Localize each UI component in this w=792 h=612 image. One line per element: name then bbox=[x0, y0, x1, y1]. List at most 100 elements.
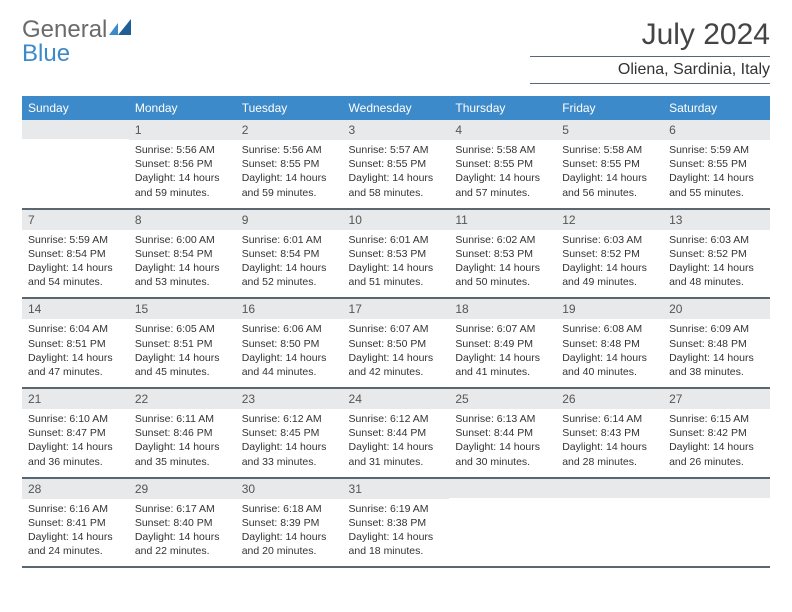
logo-text-blue: Blue bbox=[22, 40, 70, 67]
sunset-text: Sunset: 8:43 PM bbox=[562, 426, 657, 440]
sunrise-text: Sunrise: 6:17 AM bbox=[135, 502, 230, 516]
daylight-text: Daylight: 14 hours and 31 minutes. bbox=[349, 440, 444, 468]
day-details: Sunrise: 6:08 AMSunset: 8:48 PMDaylight:… bbox=[556, 319, 663, 387]
sunrise-text: Sunrise: 6:01 AM bbox=[242, 233, 337, 247]
calendar-day-cell: 14Sunrise: 6:04 AMSunset: 8:51 PMDayligh… bbox=[22, 298, 129, 388]
calendar-day-cell bbox=[556, 478, 663, 568]
sunset-text: Sunset: 8:42 PM bbox=[669, 426, 764, 440]
sunrise-text: Sunrise: 6:19 AM bbox=[349, 502, 444, 516]
calendar-day-cell: 15Sunrise: 6:05 AMSunset: 8:51 PMDayligh… bbox=[129, 298, 236, 388]
sunrise-text: Sunrise: 5:58 AM bbox=[562, 143, 657, 157]
sunset-text: Sunset: 8:51 PM bbox=[135, 337, 230, 351]
sunrise-text: Sunrise: 6:13 AM bbox=[455, 412, 550, 426]
sunset-text: Sunset: 8:38 PM bbox=[349, 516, 444, 530]
daylight-text: Daylight: 14 hours and 36 minutes. bbox=[28, 440, 123, 468]
day-number: 2 bbox=[236, 120, 343, 140]
daylight-text: Daylight: 14 hours and 28 minutes. bbox=[562, 440, 657, 468]
sunrise-text: Sunrise: 6:01 AM bbox=[349, 233, 444, 247]
calendar-day-cell: 18Sunrise: 6:07 AMSunset: 8:49 PMDayligh… bbox=[449, 298, 556, 388]
calendar-day-cell: 10Sunrise: 6:01 AMSunset: 8:53 PMDayligh… bbox=[343, 209, 450, 299]
sunrise-text: Sunrise: 6:03 AM bbox=[562, 233, 657, 247]
sunrise-text: Sunrise: 5:57 AM bbox=[349, 143, 444, 157]
day-details: Sunrise: 5:59 AMSunset: 8:54 PMDaylight:… bbox=[22, 230, 129, 298]
day-number bbox=[556, 479, 663, 498]
logo-text-general: General bbox=[22, 18, 107, 42]
day-number: 11 bbox=[449, 210, 556, 230]
daylight-text: Daylight: 14 hours and 50 minutes. bbox=[455, 261, 550, 289]
calendar-day-cell: 5Sunrise: 5:58 AMSunset: 8:55 PMDaylight… bbox=[556, 120, 663, 209]
sunrise-text: Sunrise: 6:11 AM bbox=[135, 412, 230, 426]
sunrise-text: Sunrise: 6:06 AM bbox=[242, 322, 337, 336]
sunrise-text: Sunrise: 6:02 AM bbox=[455, 233, 550, 247]
day-details bbox=[449, 498, 556, 556]
day-number: 3 bbox=[343, 120, 450, 140]
daylight-text: Daylight: 14 hours and 18 minutes. bbox=[349, 530, 444, 558]
sunrise-text: Sunrise: 6:16 AM bbox=[28, 502, 123, 516]
daylight-text: Daylight: 14 hours and 57 minutes. bbox=[455, 171, 550, 199]
sunset-text: Sunset: 8:47 PM bbox=[28, 426, 123, 440]
day-details: Sunrise: 6:06 AMSunset: 8:50 PMDaylight:… bbox=[236, 319, 343, 387]
calendar-day-cell: 9Sunrise: 6:01 AMSunset: 8:54 PMDaylight… bbox=[236, 209, 343, 299]
day-number: 6 bbox=[663, 120, 770, 140]
calendar-day-cell: 29Sunrise: 6:17 AMSunset: 8:40 PMDayligh… bbox=[129, 478, 236, 568]
header: GeneralBlue July 2024 Oliena, Sardinia, … bbox=[22, 18, 770, 84]
sunrise-text: Sunrise: 6:04 AM bbox=[28, 322, 123, 336]
sunrise-text: Sunrise: 5:59 AM bbox=[669, 143, 764, 157]
day-number: 17 bbox=[343, 299, 450, 319]
calendar-day-cell: 12Sunrise: 6:03 AMSunset: 8:52 PMDayligh… bbox=[556, 209, 663, 299]
sunset-text: Sunset: 8:54 PM bbox=[28, 247, 123, 261]
day-details: Sunrise: 6:01 AMSunset: 8:53 PMDaylight:… bbox=[343, 230, 450, 298]
sunset-text: Sunset: 8:53 PM bbox=[349, 247, 444, 261]
day-number bbox=[663, 479, 770, 498]
calendar-day-cell: 4Sunrise: 5:58 AMSunset: 8:55 PMDaylight… bbox=[449, 120, 556, 209]
day-details: Sunrise: 6:19 AMSunset: 8:38 PMDaylight:… bbox=[343, 499, 450, 567]
day-details: Sunrise: 6:14 AMSunset: 8:43 PMDaylight:… bbox=[556, 409, 663, 477]
sunset-text: Sunset: 8:48 PM bbox=[669, 337, 764, 351]
calendar-day-cell: 6Sunrise: 5:59 AMSunset: 8:55 PMDaylight… bbox=[663, 120, 770, 209]
day-details: Sunrise: 6:01 AMSunset: 8:54 PMDaylight:… bbox=[236, 230, 343, 298]
day-number: 8 bbox=[129, 210, 236, 230]
day-details: Sunrise: 5:58 AMSunset: 8:55 PMDaylight:… bbox=[449, 140, 556, 208]
daylight-text: Daylight: 14 hours and 47 minutes. bbox=[28, 351, 123, 379]
daylight-text: Daylight: 14 hours and 30 minutes. bbox=[455, 440, 550, 468]
day-number: 22 bbox=[129, 389, 236, 409]
sunrise-text: Sunrise: 6:03 AM bbox=[669, 233, 764, 247]
daylight-text: Daylight: 14 hours and 35 minutes. bbox=[135, 440, 230, 468]
calendar-day-cell: 28Sunrise: 6:16 AMSunset: 8:41 PMDayligh… bbox=[22, 478, 129, 568]
daylight-text: Daylight: 14 hours and 24 minutes. bbox=[28, 530, 123, 558]
calendar-week-row: 7Sunrise: 5:59 AMSunset: 8:54 PMDaylight… bbox=[22, 209, 770, 299]
daylight-text: Daylight: 14 hours and 58 minutes. bbox=[349, 171, 444, 199]
daylight-text: Daylight: 14 hours and 49 minutes. bbox=[562, 261, 657, 289]
calendar-day-cell: 26Sunrise: 6:14 AMSunset: 8:43 PMDayligh… bbox=[556, 388, 663, 478]
calendar-day-cell: 21Sunrise: 6:10 AMSunset: 8:47 PMDayligh… bbox=[22, 388, 129, 478]
day-details: Sunrise: 5:57 AMSunset: 8:55 PMDaylight:… bbox=[343, 140, 450, 208]
day-details: Sunrise: 6:15 AMSunset: 8:42 PMDaylight:… bbox=[663, 409, 770, 477]
calendar-day-cell bbox=[449, 478, 556, 568]
calendar-day-cell: 30Sunrise: 6:18 AMSunset: 8:39 PMDayligh… bbox=[236, 478, 343, 568]
weekday-header: Saturday bbox=[663, 96, 770, 120]
sunrise-text: Sunrise: 6:08 AM bbox=[562, 322, 657, 336]
sunset-text: Sunset: 8:51 PM bbox=[28, 337, 123, 351]
sunset-text: Sunset: 8:52 PM bbox=[669, 247, 764, 261]
daylight-text: Daylight: 14 hours and 51 minutes. bbox=[349, 261, 444, 289]
day-number: 24 bbox=[343, 389, 450, 409]
sunrise-text: Sunrise: 6:05 AM bbox=[135, 322, 230, 336]
day-number: 28 bbox=[22, 479, 129, 499]
day-details: Sunrise: 5:56 AMSunset: 8:55 PMDaylight:… bbox=[236, 140, 343, 208]
day-number: 20 bbox=[663, 299, 770, 319]
sunset-text: Sunset: 8:55 PM bbox=[562, 157, 657, 171]
day-details: Sunrise: 6:11 AMSunset: 8:46 PMDaylight:… bbox=[129, 409, 236, 477]
day-details: Sunrise: 5:59 AMSunset: 8:55 PMDaylight:… bbox=[663, 140, 770, 208]
sunset-text: Sunset: 8:49 PM bbox=[455, 337, 550, 351]
calendar-day-cell: 1Sunrise: 5:56 AMSunset: 8:56 PMDaylight… bbox=[129, 120, 236, 209]
day-details: Sunrise: 6:10 AMSunset: 8:47 PMDaylight:… bbox=[22, 409, 129, 477]
calendar-day-cell: 2Sunrise: 5:56 AMSunset: 8:55 PMDaylight… bbox=[236, 120, 343, 209]
calendar-day-cell: 23Sunrise: 6:12 AMSunset: 8:45 PMDayligh… bbox=[236, 388, 343, 478]
sunset-text: Sunset: 8:44 PM bbox=[455, 426, 550, 440]
sunset-text: Sunset: 8:45 PM bbox=[242, 426, 337, 440]
day-details: Sunrise: 6:00 AMSunset: 8:54 PMDaylight:… bbox=[129, 230, 236, 298]
calendar-day-cell: 13Sunrise: 6:03 AMSunset: 8:52 PMDayligh… bbox=[663, 209, 770, 299]
day-number bbox=[22, 120, 129, 139]
calendar-day-cell: 17Sunrise: 6:07 AMSunset: 8:50 PMDayligh… bbox=[343, 298, 450, 388]
day-details bbox=[663, 498, 770, 556]
